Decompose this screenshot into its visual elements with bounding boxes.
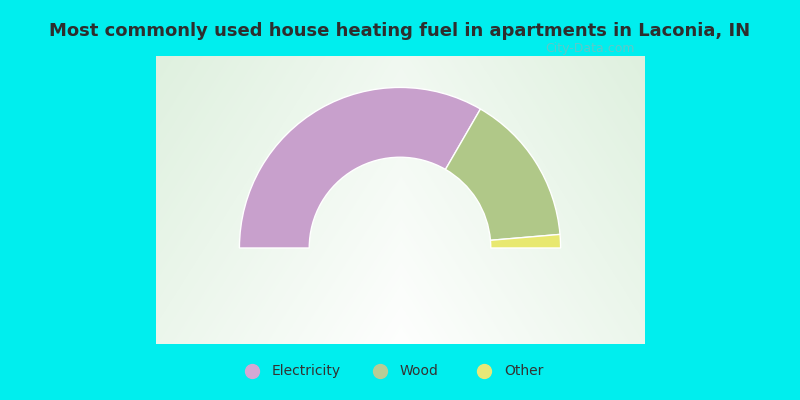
Wedge shape [490, 234, 561, 248]
Wedge shape [446, 109, 560, 240]
Text: City-Data.com: City-Data.com [545, 42, 634, 54]
Wedge shape [239, 88, 481, 248]
Text: Electricity: Electricity [272, 364, 341, 378]
Text: Most commonly used house heating fuel in apartments in Laconia, IN: Most commonly used house heating fuel in… [50, 22, 750, 40]
Text: Other: Other [504, 364, 543, 378]
Text: Wood: Wood [400, 364, 439, 378]
